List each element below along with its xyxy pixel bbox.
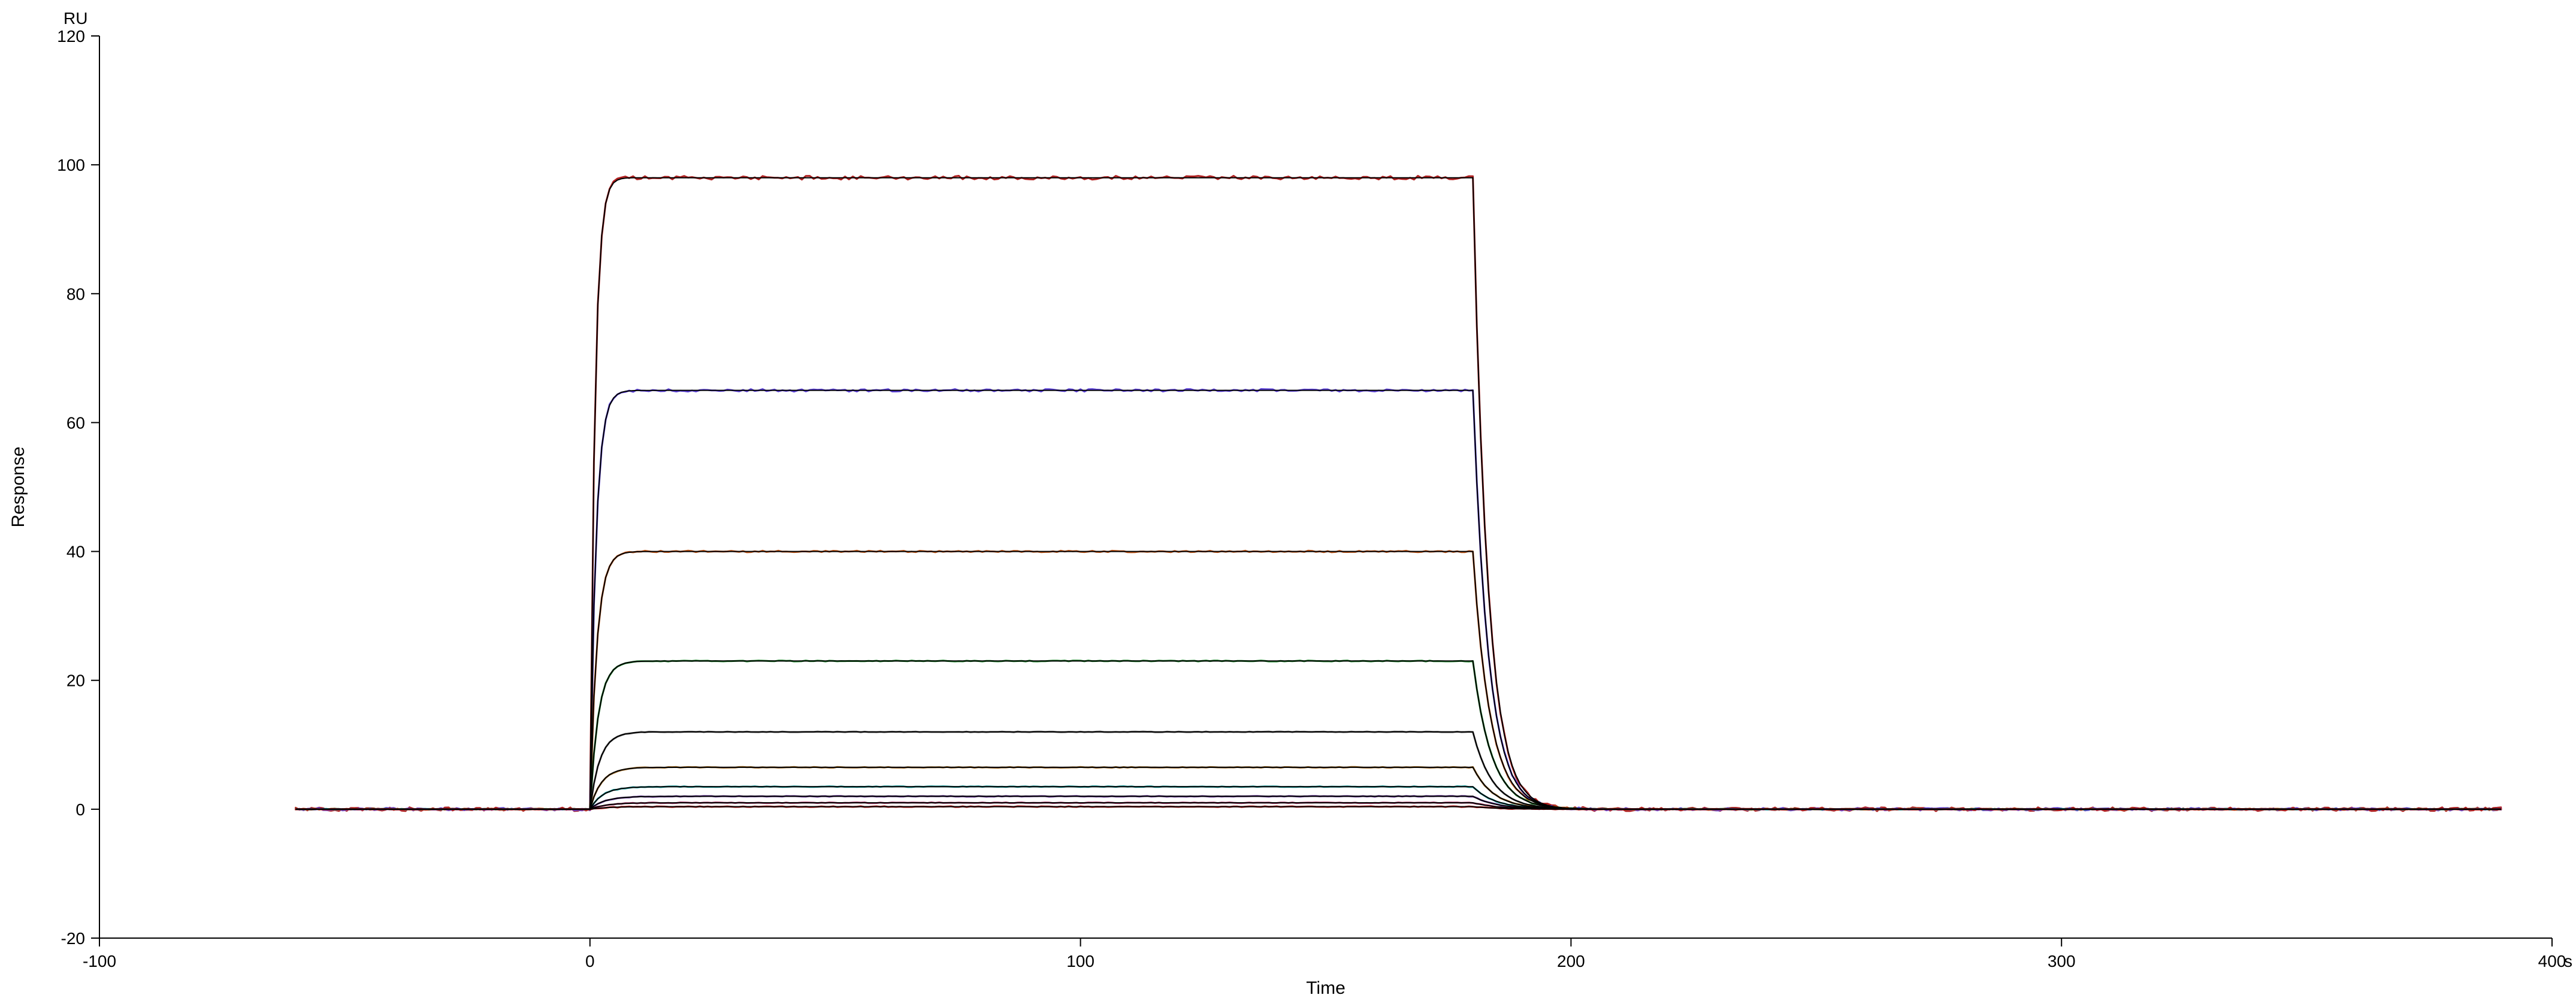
chart-svg: -100 0 100 200 300 400 -20 0 20 40 60 80 100 120RU s Ti… [0,0,2576,1001]
y-tick-label: -20 [61,929,85,948]
series-fit-1 [296,391,2501,809]
x-tick-label: 300 [2048,952,2076,970]
series-fit-0 [296,178,2501,809]
x-tick-label: 0 [585,952,595,970]
series-fit-2 [296,552,2501,809]
series-data-0 [296,176,2501,812]
x-tick-label: -100 [83,952,116,970]
series-data-1 [296,389,2501,811]
series-data-2 [296,551,2501,810]
x-axis-title: Time [1306,978,1346,998]
y-tick-label: 80 [66,285,85,303]
x-tick-label: 200 [1557,952,1585,970]
y-tick-label: 20 [66,672,85,690]
y-tick-label: 120 [57,27,85,46]
y-tick-label: 0 [75,800,85,819]
y-unit-label: RU [64,9,87,28]
y-tick-label: 60 [66,413,85,432]
x-unit-label: s [2564,952,2572,970]
sensorgram-chart: -100 0 100 200 300 400 -20 0 20 40 60 80 100 120RU s Ti… [0,0,2576,1001]
y-tick-label: 40 [66,543,85,561]
series-group [296,176,2501,812]
x-tick-label: 400 [2538,952,2566,970]
x-tick-label: 100 [1066,952,1095,970]
y-tick-label: 100 [57,156,85,174]
y-axis-title: Response [8,446,28,527]
